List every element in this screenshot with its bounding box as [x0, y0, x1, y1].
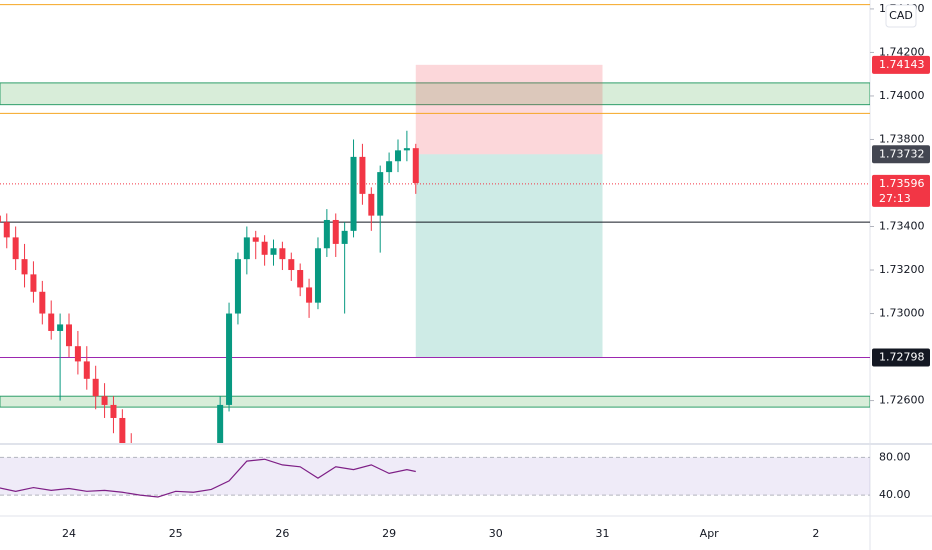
candle-body [403, 148, 410, 151]
time-tick-label: 29 [382, 527, 396, 540]
zone [0, 82, 870, 106]
price-tick-label: 1.74200 [879, 45, 925, 58]
candle-body [252, 237, 259, 242]
price-tag [872, 55, 930, 74]
price-tag-label: 1.73596 [879, 177, 925, 190]
countdown: 27:13 [879, 192, 911, 205]
price-tag-label: 1.73732 [879, 147, 925, 160]
candle-body [386, 161, 393, 173]
candle-body [261, 241, 268, 255]
candle-body [0, 215, 1, 223]
price-tick-label: 1.72600 [879, 394, 925, 407]
candle-body [83, 361, 90, 379]
candle-body [412, 148, 419, 183]
time-tick-label: 30 [489, 527, 503, 540]
candle-body [368, 193, 375, 216]
candle-body [48, 313, 55, 331]
zone [0, 395, 870, 408]
price-tag [872, 145, 930, 164]
rsi-line [0, 458, 416, 498]
time-tick-label: 26 [275, 527, 289, 540]
candle-body [226, 313, 233, 405]
price-tag [872, 348, 930, 367]
candle-body [66, 324, 72, 347]
time-tick-label: 24 [62, 527, 76, 540]
candle-body [3, 222, 10, 238]
rsi-tick-label: 40.00 [879, 488, 911, 501]
price-tag-label: 1.74143 [879, 58, 925, 71]
candle-body [306, 287, 313, 303]
candle-body [341, 230, 348, 244]
candle-body [243, 237, 250, 260]
currency-button[interactable] [885, 4, 917, 28]
candle-body [57, 324, 64, 331]
price-tick-label: 1.73400 [879, 220, 925, 233]
time-tick-label: Apr [700, 527, 720, 540]
time-tick-label: 2 [812, 527, 819, 540]
candle-body [30, 274, 37, 292]
candle-body [217, 404, 224, 443]
candle-body [92, 378, 99, 397]
candle-body [21, 259, 28, 275]
time-tick-label: 31 [596, 527, 610, 540]
candle-body [110, 404, 117, 418]
candle-body [297, 270, 304, 288]
candle-body [359, 156, 366, 194]
stop-zone [415, 64, 603, 155]
price-tick-label: 1.74000 [879, 89, 925, 102]
candle-body [101, 396, 108, 405]
main-pane [0, 4, 870, 443]
candle-body [39, 291, 46, 314]
rsi-pane [0, 456, 870, 498]
candle-body [350, 156, 357, 231]
candle-body [394, 150, 401, 162]
rsi-band [0, 457, 870, 496]
currency-label: CAD [889, 9, 913, 22]
candle-body [332, 219, 339, 244]
time-tick-label: 25 [169, 527, 183, 540]
candle-body [12, 237, 19, 260]
price-tick-label: 1.73200 [879, 263, 925, 276]
candle-body [74, 346, 81, 362]
price-tag-label: 1.72798 [879, 350, 925, 363]
candle-body [323, 219, 330, 249]
axes: 1.744001.742001.740001.738001.734001.732… [62, 2, 930, 540]
candle-body [119, 417, 126, 443]
candle-body [234, 259, 241, 314]
price-tag [872, 174, 930, 207]
target-zone [415, 154, 603, 358]
candle-body [270, 248, 277, 255]
candle-body [288, 259, 295, 271]
candle-body [314, 248, 321, 303]
rsi-tick-label: 80.00 [879, 450, 911, 463]
price-tick-label: 1.73000 [879, 307, 925, 320]
price-tick-label: 1.73800 [879, 132, 925, 145]
candle-body [377, 172, 384, 216]
candle-body [279, 248, 286, 260]
